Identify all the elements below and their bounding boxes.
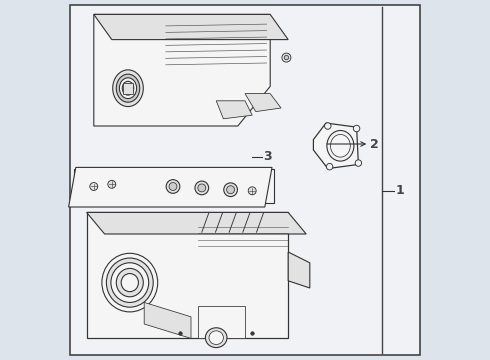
Ellipse shape xyxy=(224,183,238,197)
Ellipse shape xyxy=(125,84,131,92)
Ellipse shape xyxy=(102,253,158,312)
Text: 1: 1 xyxy=(395,184,404,197)
Ellipse shape xyxy=(284,55,289,60)
Ellipse shape xyxy=(324,123,331,129)
Ellipse shape xyxy=(111,263,148,302)
Ellipse shape xyxy=(120,78,137,99)
Ellipse shape xyxy=(108,180,116,188)
Ellipse shape xyxy=(353,125,360,132)
Ellipse shape xyxy=(166,180,180,193)
Ellipse shape xyxy=(113,70,143,107)
Ellipse shape xyxy=(327,130,354,161)
Polygon shape xyxy=(144,302,191,338)
Ellipse shape xyxy=(116,269,143,297)
Text: 3: 3 xyxy=(263,150,271,163)
Ellipse shape xyxy=(106,258,153,307)
Ellipse shape xyxy=(227,186,235,194)
FancyBboxPatch shape xyxy=(122,83,133,94)
Text: 2: 2 xyxy=(370,138,379,151)
Ellipse shape xyxy=(116,74,140,102)
Ellipse shape xyxy=(122,81,134,95)
Ellipse shape xyxy=(90,183,98,190)
Ellipse shape xyxy=(330,135,350,157)
Ellipse shape xyxy=(198,184,206,192)
Ellipse shape xyxy=(169,183,177,190)
Polygon shape xyxy=(94,14,270,126)
Polygon shape xyxy=(245,94,281,112)
Ellipse shape xyxy=(282,53,291,62)
Polygon shape xyxy=(74,169,274,203)
Polygon shape xyxy=(87,212,288,338)
Ellipse shape xyxy=(205,328,227,348)
Polygon shape xyxy=(198,306,245,338)
Polygon shape xyxy=(94,14,288,40)
Polygon shape xyxy=(314,123,358,168)
Polygon shape xyxy=(87,212,306,234)
Polygon shape xyxy=(69,167,272,207)
Ellipse shape xyxy=(195,181,209,195)
Polygon shape xyxy=(216,101,252,119)
Ellipse shape xyxy=(355,160,362,166)
FancyBboxPatch shape xyxy=(71,5,419,355)
Ellipse shape xyxy=(248,187,256,195)
Polygon shape xyxy=(288,252,310,288)
Ellipse shape xyxy=(326,163,333,170)
Ellipse shape xyxy=(121,274,139,292)
Ellipse shape xyxy=(209,331,223,345)
